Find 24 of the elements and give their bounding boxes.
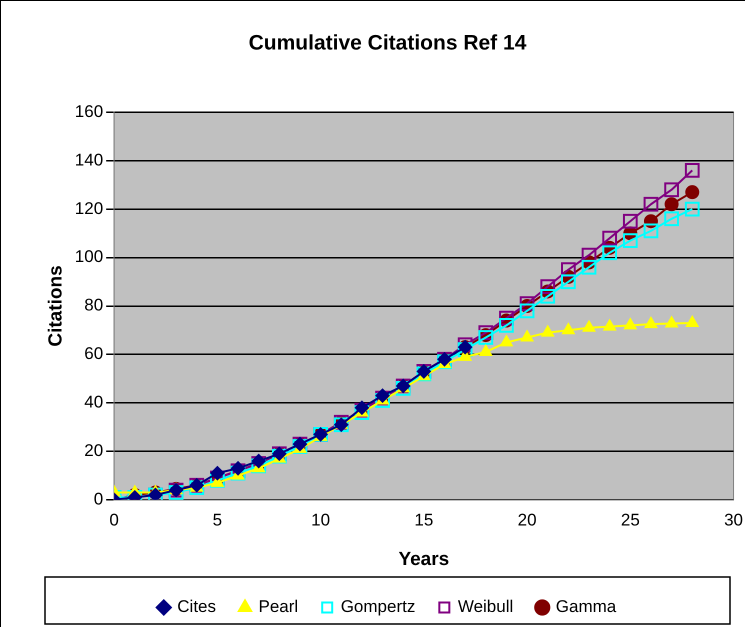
y-tick-label: 160: [74, 102, 104, 121]
y-tick-label: 40: [84, 392, 104, 412]
legend-label: Pearl: [258, 597, 298, 616]
y-axis-title: Citations: [46, 265, 67, 347]
y-tick-label: 80: [84, 296, 104, 315]
x-tick-label: 30: [724, 510, 744, 530]
legend-label: Gamma: [556, 597, 617, 616]
legend-label: Weibull: [458, 597, 514, 616]
legend-label: Cites: [177, 597, 216, 616]
y-tick-label: 120: [74, 198, 104, 218]
x-tick-label: 10: [311, 510, 330, 530]
y-tick-label: 60: [84, 344, 104, 364]
y-tick-label: 20: [84, 441, 104, 460]
x-tick-label: 5: [212, 510, 222, 530]
legend-label: Gompertz: [340, 597, 416, 616]
y-tick-label: 0: [94, 489, 104, 508]
chart-title: Cumulative Citations Ref 14: [248, 31, 527, 54]
y-tick-label: 140: [74, 150, 104, 170]
y-tick-label: 100: [74, 247, 104, 266]
x-tick-label: 25: [620, 510, 640, 530]
x-tick-label: 0: [109, 510, 119, 530]
x-axis-title: Years: [398, 548, 450, 570]
x-tick-label: 20: [518, 510, 537, 530]
x-tick-label: 15: [414, 510, 434, 530]
